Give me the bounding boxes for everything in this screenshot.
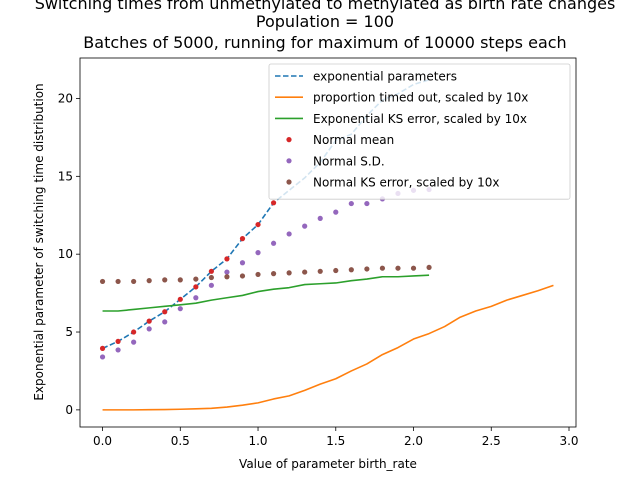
data-point-normal-s-d [193, 295, 199, 301]
chart-title-line-1: Switching times from unmethylated to met… [35, 0, 616, 13]
data-point-normal-ks-error-scaled-by-10x [379, 265, 386, 271]
data-point-normal-ks-error-scaled-by-10x [395, 265, 401, 271]
y-tick-label: 15 [58, 169, 73, 183]
data-point-normal-mean [115, 338, 121, 344]
data-point-normal-ks-error-scaled-by-10x [410, 265, 417, 271]
x-axis-label: Value of parameter birth_rate [239, 457, 417, 471]
x-tick-label: 1.5 [326, 434, 345, 448]
data-point-normal-s-d [302, 223, 308, 229]
data-point-normal-s-d [333, 209, 339, 215]
data-point-normal-ks-error-scaled-by-10x [208, 274, 214, 281]
data-point-normal-ks-error-scaled-by-10x [255, 271, 261, 278]
legend-box [268, 63, 571, 200]
data-point-normal-ks-error-scaled-by-10x [302, 269, 308, 275]
x-axis-ticks: 0.0 0.5 1.0 1.5 2.0 2.5 3.0 [93, 427, 579, 448]
y-tick-label: 10 [58, 247, 73, 261]
data-point-normal-s-d [286, 231, 292, 237]
data-point-normal-s-d [348, 200, 354, 207]
legend-label: proportion timed out, scaled by 10x [313, 91, 528, 105]
y-tick-label: 5 [65, 325, 73, 339]
data-point-normal-s-d [115, 347, 121, 353]
legend-label: Exponential KS error, scaled by 10x [313, 112, 527, 126]
data-point-normal-s-d [364, 200, 370, 207]
y-axis-ticks: 0 5 10 15 20 [58, 91, 80, 417]
data-point-normal-ks-error-scaled-by-10x [193, 276, 199, 282]
legend-label: Normal mean [313, 133, 394, 147]
legend-label: Normal S.D. [313, 154, 385, 168]
data-point-normal-ks-error-scaled-by-10x [146, 278, 152, 284]
legend-swatch-dot [286, 179, 292, 185]
legend-label: exponential parameters [313, 70, 457, 84]
chart-title-line-2: Population = 100 [256, 12, 394, 31]
data-point-normal-ks-error-scaled-by-10x [239, 273, 246, 279]
data-point-normal-ks-error-scaled-by-10x [131, 278, 137, 285]
data-point-normal-s-d [317, 215, 323, 221]
plot-area-frame [79, 57, 577, 428]
data-point-normal-ks-error-scaled-by-10x [177, 277, 183, 283]
x-tick-label: 0.5 [171, 434, 190, 448]
data-point-normal-ks-error-scaled-by-10x [224, 274, 230, 280]
legend-swatch-dot [286, 158, 292, 164]
data-point-normal-s-d [131, 339, 137, 345]
y-tick-label: 20 [58, 91, 73, 105]
legend-swatch-dot [286, 137, 292, 143]
series-line-proportion-timed-out-scaled-by-10x [102, 284, 554, 411]
data-point-normal-mean [162, 309, 168, 315]
data-point-normal-s-d [177, 306, 183, 312]
data-point-normal-mean [146, 318, 152, 324]
data-point-normal-ks-error-scaled-by-10x [286, 270, 292, 276]
data-point-normal-s-d [146, 326, 152, 332]
data-point-normal-s-d [208, 282, 214, 288]
data-point-normal-mean [255, 221, 261, 228]
data-point-normal-mean [224, 256, 230, 262]
data-point-normal-ks-error-scaled-by-10x [333, 267, 339, 274]
data-point-normal-s-d [162, 319, 168, 325]
data-point-normal-mean [177, 296, 183, 302]
x-tick-label: 0.0 [93, 434, 112, 448]
data-point-normal-ks-error-scaled-by-10x [99, 278, 106, 285]
data-point-normal-mean [239, 236, 246, 242]
x-tick-label: 3.0 [559, 434, 578, 448]
data-point-normal-mean [270, 200, 277, 206]
chart-title-line-3: Batches of 5000, running for maximum of … [83, 33, 566, 52]
series-line-exponential-ks-error-scaled-by-10x [102, 274, 430, 312]
data-point-normal-ks-error-scaled-by-10x [348, 267, 354, 273]
legend: exponential parameters proportion timed o… [268, 63, 571, 200]
data-point-normal-s-d [270, 240, 277, 246]
chart-title: Switching times from unmethylated to met… [35, 0, 616, 52]
data-point-normal-ks-error-scaled-by-10x [426, 264, 432, 271]
legend-label: Normal KS error, scaled by 10x [313, 176, 499, 190]
x-tick-label: 2.0 [404, 434, 423, 448]
data-point-normal-mean [208, 268, 214, 274]
data-point-normal-ks-error-scaled-by-10x [364, 266, 370, 272]
data-point-normal-s-d [99, 354, 106, 360]
data-point-normal-s-d [255, 250, 261, 256]
y-axis-label: Exponential parameter of switching time … [32, 83, 46, 400]
data-point-normal-s-d [224, 269, 230, 275]
data-point-normal-s-d [239, 260, 246, 266]
data-point-normal-mean [99, 345, 106, 351]
data-point-normal-ks-error-scaled-by-10x [115, 278, 121, 285]
data-point-normal-mean [193, 284, 199, 290]
data-point-normal-ks-error-scaled-by-10x [162, 277, 168, 283]
data-point-normal-ks-error-scaled-by-10x [317, 268, 323, 274]
x-tick-label: 1.0 [248, 434, 267, 448]
y-tick-label: 0 [65, 403, 73, 417]
data-point-normal-ks-error-scaled-by-10x [270, 271, 277, 277]
data-point-normal-mean [131, 329, 137, 335]
x-tick-label: 2.5 [482, 434, 501, 448]
